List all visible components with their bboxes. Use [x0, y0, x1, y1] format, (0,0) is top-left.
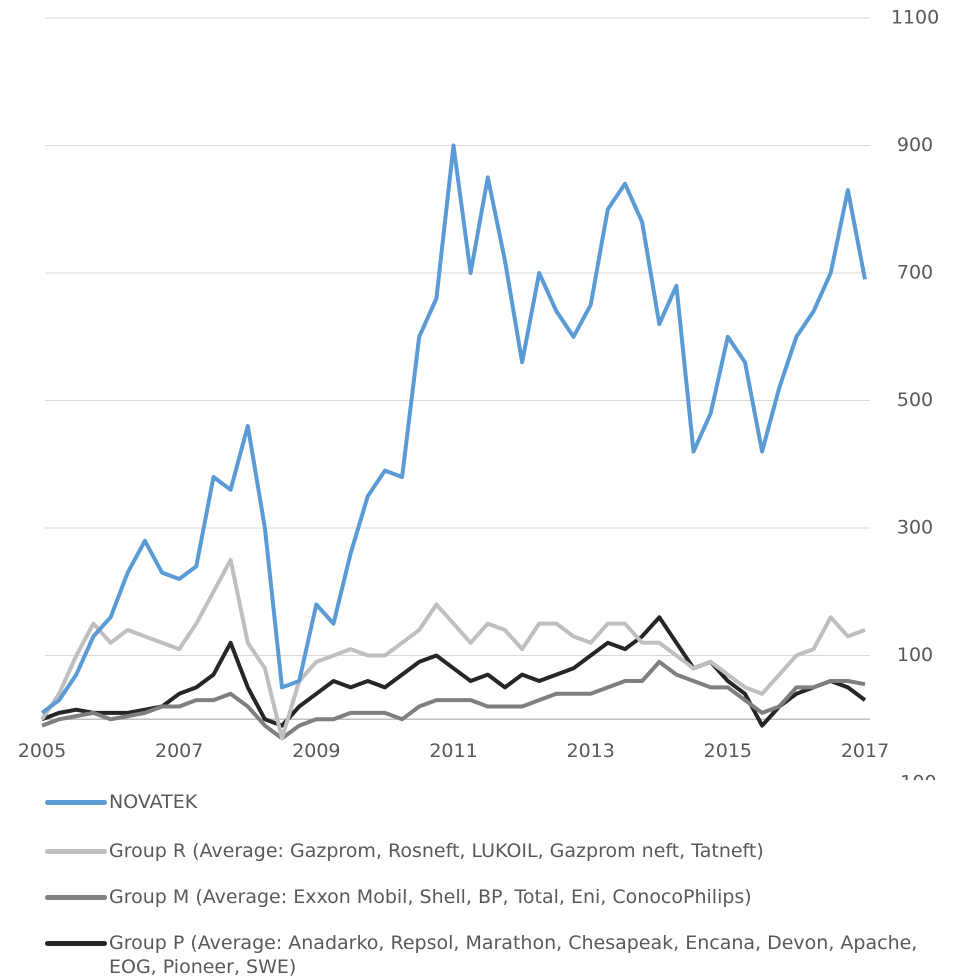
- legend-swatch: [45, 800, 107, 805]
- x-tick-label: 2017: [841, 740, 889, 762]
- x-tick-label: 2013: [566, 740, 614, 762]
- legend-label: Group P (Average: Anadarko, Repsol, Mara…: [109, 932, 918, 978]
- x-tick-label: 2009: [292, 740, 340, 762]
- legend-swatch: [45, 895, 107, 900]
- x-tick-label: 2007: [155, 740, 203, 762]
- legend-entry: Group M (Average: Exxon Mobil, Shell, BP…: [45, 885, 925, 909]
- x-tick-label: 2005: [18, 740, 66, 762]
- legend-swatch: [45, 941, 107, 946]
- legend-entry: Group P (Average: Anadarko, Repsol, Mara…: [45, 931, 925, 979]
- legend-swatch: [45, 849, 107, 854]
- legend-entry: NOVATEK: [45, 790, 925, 814]
- x-tick-label: 2015: [704, 740, 752, 762]
- y-tick-label: -100: [893, 772, 936, 781]
- y-tick-label: 500: [897, 389, 933, 411]
- series-line: [41, 615, 867, 728]
- y-tick-label: 300: [897, 517, 933, 539]
- chart: -100 100 300 500 700 900 1100 2005 2007 2009 2011 2…: [18, 7, 939, 781]
- y-tick-label: 900: [897, 134, 933, 156]
- legend-entry: Group R (Average: Gazprom, Rosneft, LUKO…: [45, 839, 925, 863]
- legend-label: Group R (Average: Gazprom, Rosneft, LUKO…: [109, 840, 764, 862]
- y-tick-label: 1100: [891, 7, 939, 29]
- y-tick-label: 100: [897, 644, 933, 666]
- legend-label: Group M (Average: Exxon Mobil, Shell, BP…: [109, 886, 752, 908]
- legend-label: NOVATEK: [109, 791, 198, 813]
- series-line: [41, 659, 866, 741]
- series-line: [40, 143, 867, 715]
- x-tick-label: 2011: [429, 740, 477, 762]
- y-tick-label: 700: [897, 262, 933, 284]
- series-line: [40, 557, 866, 741]
